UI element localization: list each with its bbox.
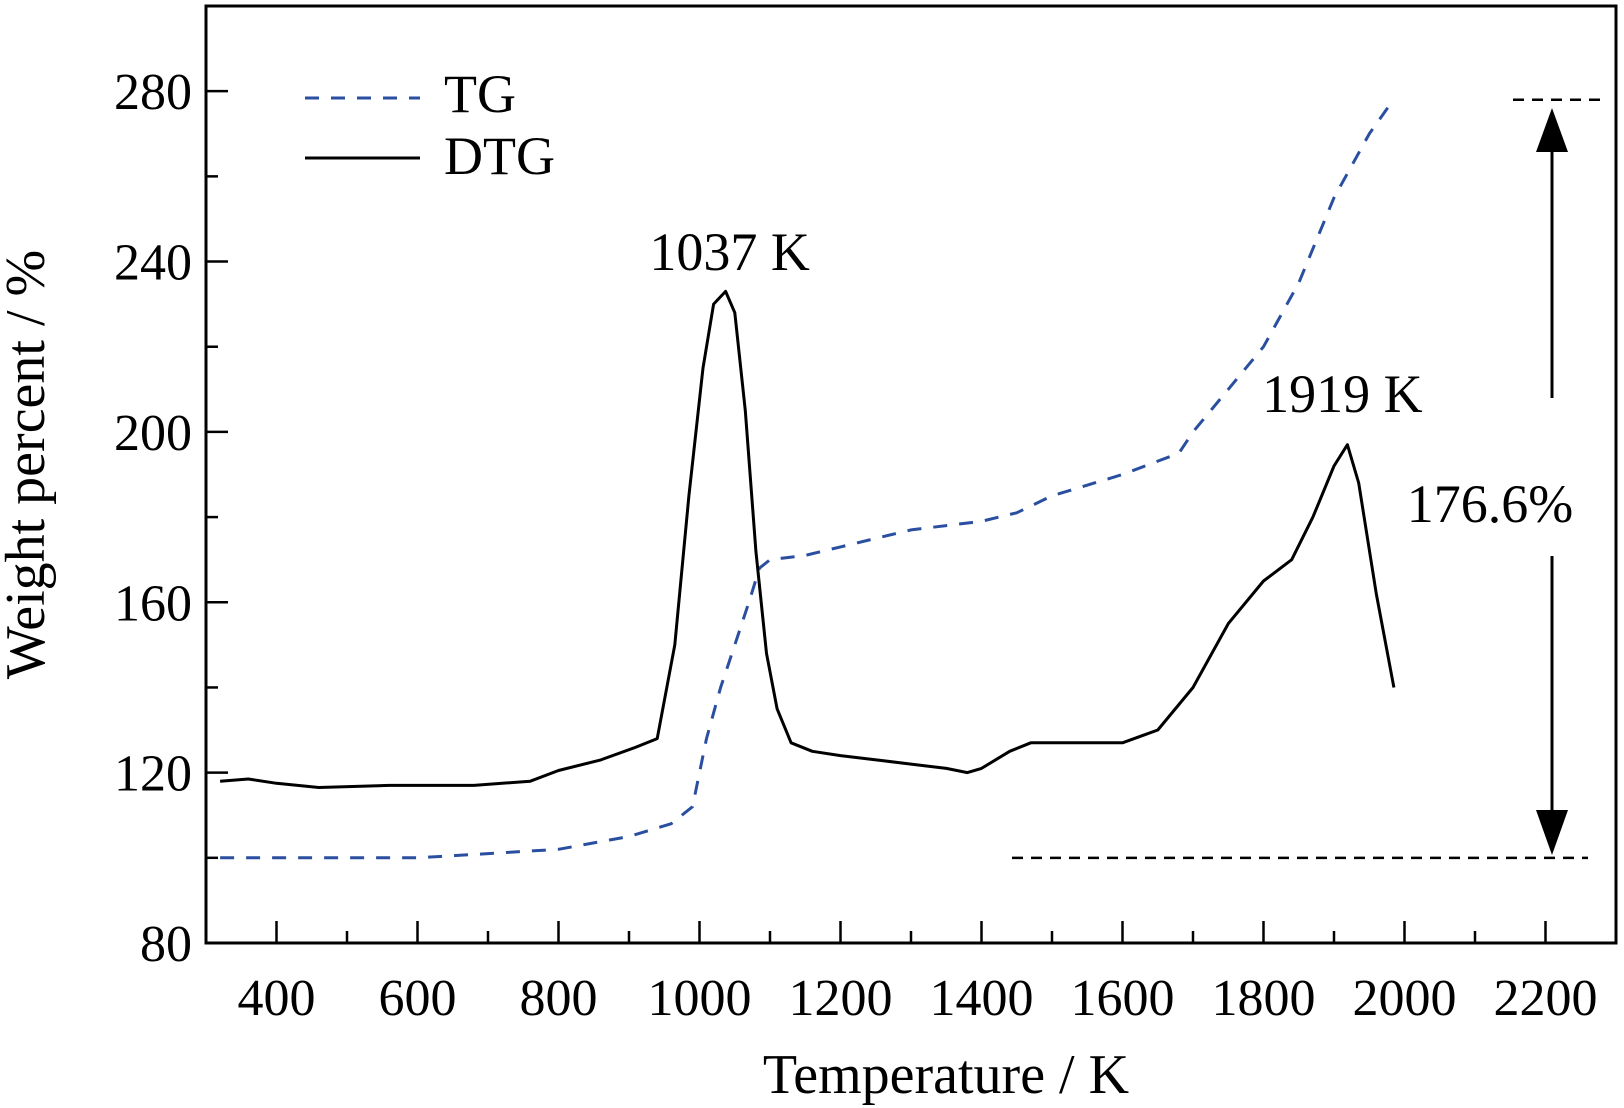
plot-frame bbox=[204, 4, 1618, 945]
peak-label-1037: 1037 K bbox=[649, 222, 810, 282]
x-tick-label: 1600 bbox=[1071, 970, 1175, 1027]
legend-label-dtg: DTG bbox=[444, 126, 555, 186]
y-tick-label: 120 bbox=[114, 746, 192, 803]
series-line-tg bbox=[220, 103, 1392, 860]
y-axis-title: Weight percent / % bbox=[0, 250, 57, 679]
series-layer bbox=[219, 103, 1396, 860]
annotations: 1037 K 1919 K 176.6% bbox=[649, 98, 1604, 860]
x-tick-label: 400 bbox=[238, 970, 316, 1027]
axes: 400 600 800 1000 1200 1400 1600 1800 2000 2200 80 1… bbox=[0, 4, 1618, 1106]
y-tick-label: 200 bbox=[114, 405, 192, 462]
series-line-dtg bbox=[219, 289, 1396, 789]
y-tick-label: 240 bbox=[114, 235, 192, 292]
arrow-up-head bbox=[1536, 108, 1568, 152]
arrow-down-head bbox=[1536, 810, 1568, 855]
x-tick-label: 600 bbox=[379, 970, 457, 1027]
weight-change-label: 176.6% bbox=[1407, 474, 1573, 534]
x-tick-label: 1400 bbox=[930, 970, 1034, 1027]
legend-label-tg: TG bbox=[444, 64, 516, 124]
y-tick-label: 160 bbox=[114, 575, 192, 632]
x-tick-label: 1200 bbox=[789, 970, 893, 1027]
y-tick-label: 80 bbox=[140, 916, 192, 973]
x-tick-label: 2000 bbox=[1353, 970, 1457, 1027]
x-axis-title: Temperature / K bbox=[763, 1044, 1129, 1106]
x-tick-label: 2200 bbox=[1494, 970, 1598, 1027]
x-tick-label: 1000 bbox=[648, 970, 752, 1027]
peak-label-1919: 1919 K bbox=[1262, 364, 1423, 424]
x-tick-label: 800 bbox=[520, 970, 598, 1027]
x-tick-label: 1800 bbox=[1212, 970, 1316, 1027]
y-tick-label: 280 bbox=[114, 64, 192, 121]
